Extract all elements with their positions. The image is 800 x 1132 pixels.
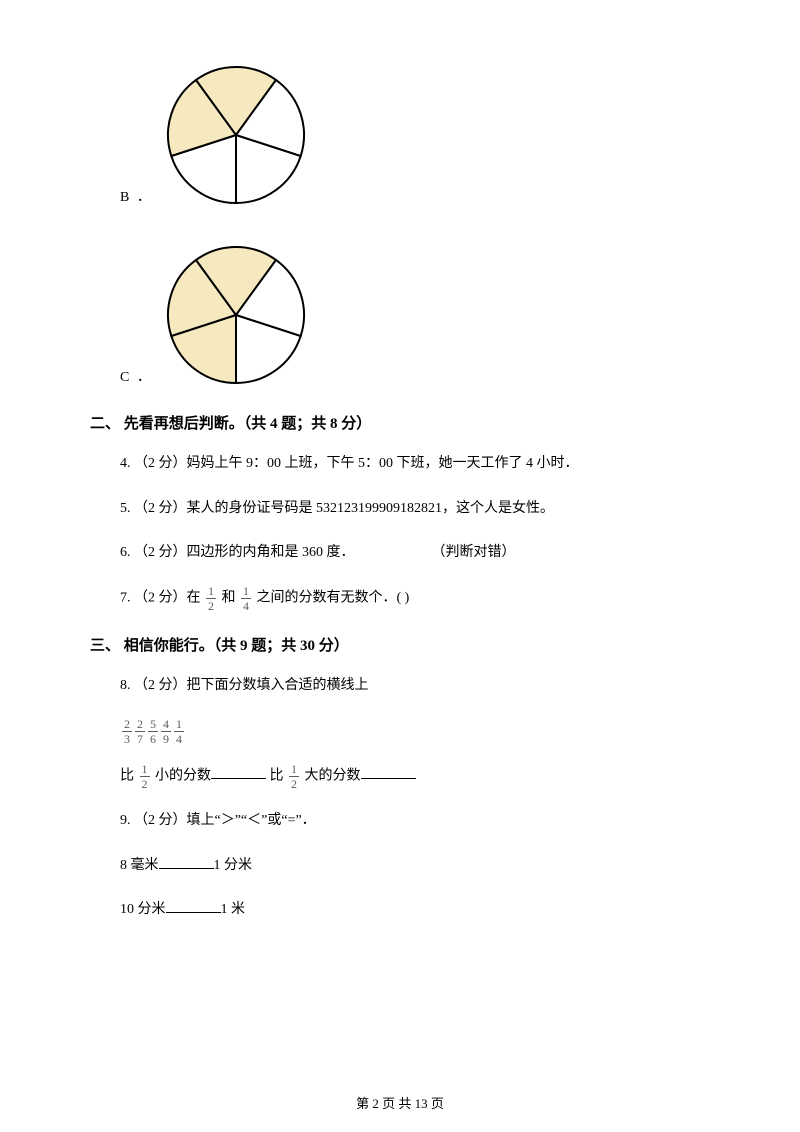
q8-p2: 小的分数 — [155, 768, 211, 783]
blank-input[interactable] — [211, 764, 266, 779]
page: B ． C ． 二、 先看再想后判断。（共 4 题；共 8 分） 4. （2 分… — [0, 0, 800, 1132]
fraction-item: 27 — [135, 718, 145, 745]
q7-mid: 和 — [222, 591, 240, 606]
question-5: 5. （2 分）某人的身份证号码是 532123199909182821，这个人… — [120, 496, 710, 523]
fraction-quarter: 14 — [241, 585, 251, 612]
blank-input[interactable] — [166, 898, 221, 913]
question-4: 4. （2 分）妈妈上午 9：00 上班，下午 5：00 下班，她一天工作了 4… — [120, 451, 710, 478]
fraction-half: 12 — [206, 585, 216, 612]
fraction-item: 49 — [161, 718, 171, 745]
q8-p4: 大的分数 — [305, 768, 361, 783]
q9-r2-right: 1 米 — [221, 902, 246, 917]
q8-p1: 比 — [120, 768, 138, 783]
question-9-row1: 8 毫米 1 分米 — [120, 853, 710, 880]
fraction-half: 12 — [289, 763, 299, 790]
q7-prefix: 7. （2 分）在 — [120, 591, 204, 606]
fraction-item: 56 — [148, 718, 158, 745]
page-footer: 第 2 页 共 13 页 — [0, 1093, 800, 1112]
question-7: 7. （2 分）在 12 和 14 之间的分数有无数个．( ) — [120, 585, 710, 612]
q6-suffix: （判断对错） — [432, 545, 516, 560]
blank-input[interactable] — [361, 764, 416, 779]
question-9-title: 9. （2 分）填上“＞”“＜”或“=”． — [120, 808, 710, 835]
q9-r1-right: 1 分米 — [214, 858, 253, 873]
fraction-half: 12 — [140, 763, 150, 790]
q9-r2-left: 10 分米 — [120, 902, 166, 917]
section-3-heading: 三、 相信你能行。（共 9 题；共 30 分） — [90, 634, 710, 655]
q9-r1-left: 8 毫米 — [120, 858, 159, 873]
q6-text: 6. （2 分）四边形的内角和是 360 度． — [120, 545, 355, 560]
pie-icon — [161, 240, 311, 390]
option-c-label: C ． — [120, 366, 153, 390]
question-8-compare: 比 12 小的分数 比 12 大的分数 — [120, 763, 710, 790]
question-6: 6. （2 分）四边形的内角和是 360 度． （判断对错） — [120, 540, 710, 567]
fraction-item: 14 — [174, 718, 184, 745]
question-9-row2: 10 分米 1 米 — [120, 897, 710, 924]
option-b-row: B ． — [120, 60, 710, 210]
q8-fraction-list: 2327564914 — [120, 718, 710, 745]
blank-input[interactable] — [159, 854, 214, 869]
option-c-row: C ． — [120, 240, 710, 390]
q8-p3: 比 — [270, 768, 288, 783]
option-b-label: B ． — [120, 186, 153, 210]
q7-suffix: 之间的分数有无数个．( ) — [257, 591, 410, 606]
pie-icon — [161, 60, 311, 210]
fraction-item: 23 — [122, 718, 132, 745]
question-8-line1: 8. （2 分）把下面分数填入合适的横线上 — [120, 673, 710, 700]
section-2-heading: 二、 先看再想后判断。（共 4 题；共 8 分） — [90, 412, 710, 433]
